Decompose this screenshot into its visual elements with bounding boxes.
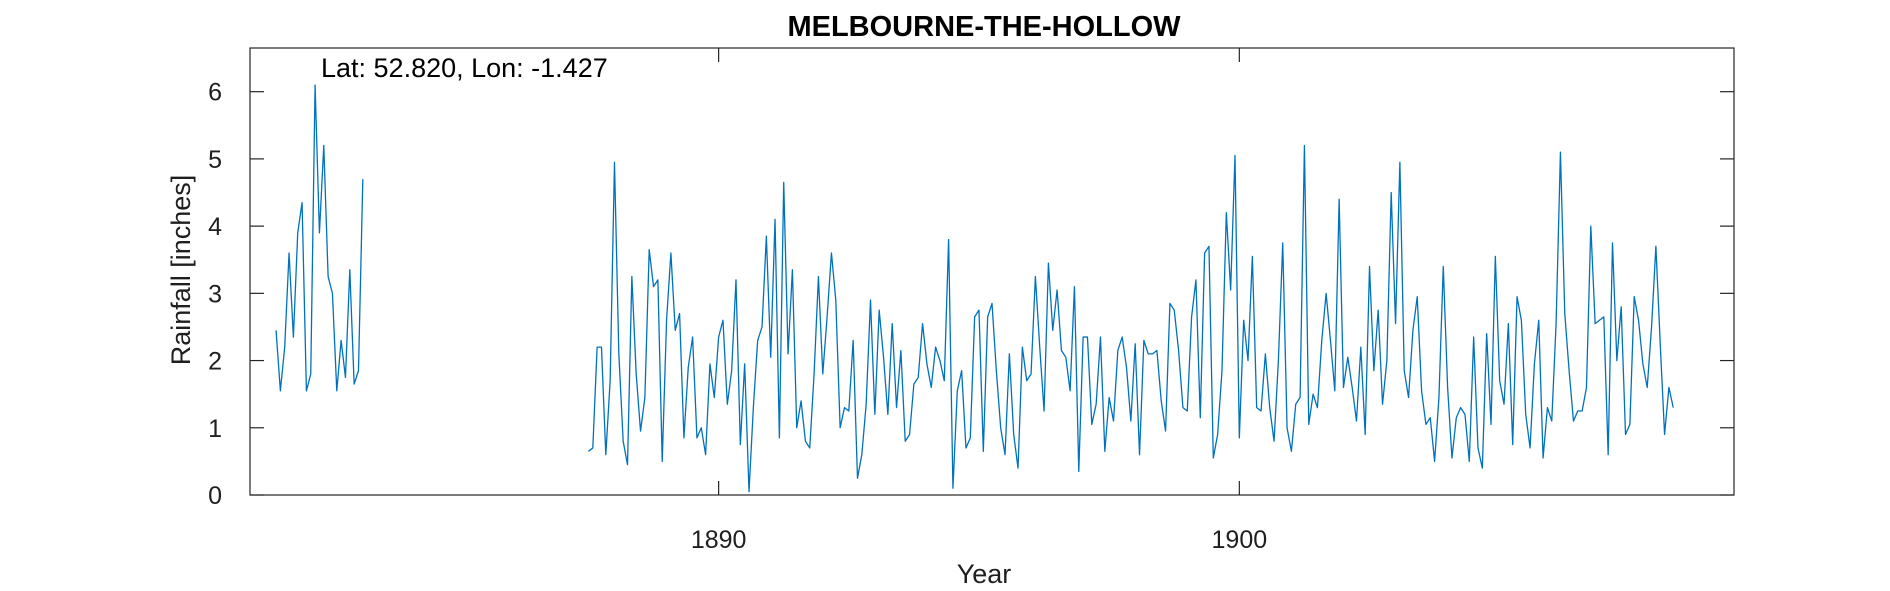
rainfall-line-segment-1 bbox=[275, 84, 364, 392]
y-tick-label: 6 bbox=[208, 79, 222, 107]
location-annotation: Lat: 52.820, Lon: -1.427 bbox=[321, 53, 608, 83]
y-tick-label: 5 bbox=[208, 146, 222, 174]
plot-area bbox=[249, 47, 1735, 496]
rainfall-line-segment-2 bbox=[588, 144, 1674, 493]
y-tick-label: 3 bbox=[208, 280, 222, 308]
x-axis-ticks: 1890 1900 bbox=[691, 48, 1267, 554]
y-tick-label: 0 bbox=[208, 482, 222, 510]
y-axis-ticks: 0 1 2 3 4 5 6 bbox=[208, 79, 1734, 510]
x-tick-label: 1900 bbox=[1212, 526, 1268, 554]
y-tick-label: 4 bbox=[208, 213, 222, 241]
plot-frame bbox=[249, 47, 1735, 496]
y-tick-label: 2 bbox=[208, 348, 222, 376]
rainfall-series bbox=[275, 84, 1674, 493]
y-tick-label: 1 bbox=[208, 415, 222, 443]
chart-title: MELBOURNE-THE-HOLLOW bbox=[787, 11, 1181, 43]
x-tick-label: 1890 bbox=[691, 526, 747, 554]
y-axis-label: Rainfall [inches] bbox=[166, 175, 196, 366]
x-axis-label: Year bbox=[957, 559, 1012, 589]
